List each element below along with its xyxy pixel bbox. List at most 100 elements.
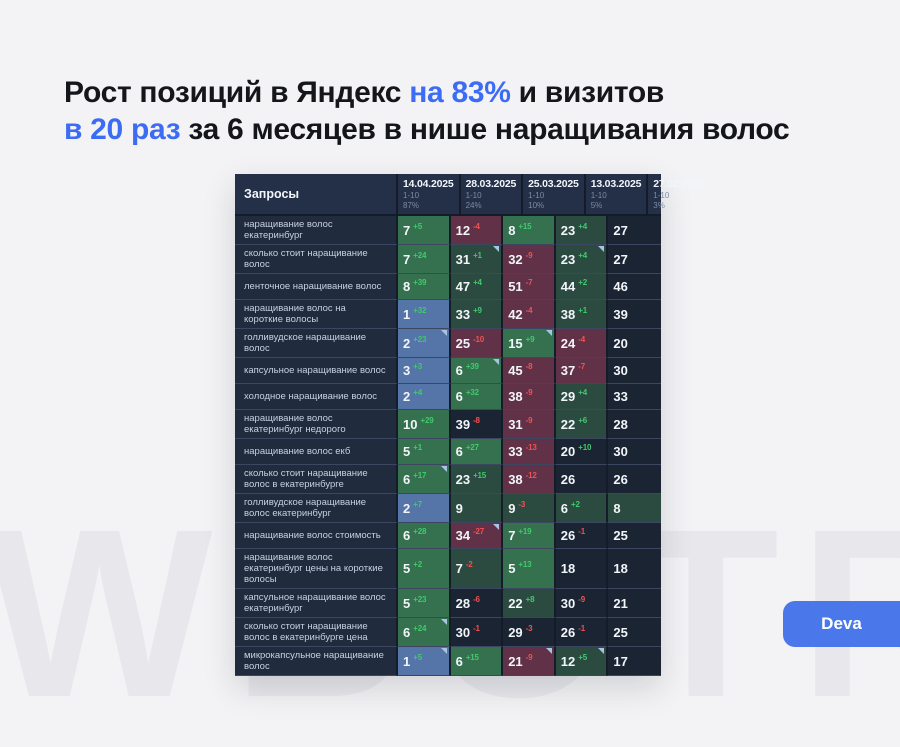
- position-cell[interactable]: 46: [608, 274, 661, 300]
- query-cell[interactable]: наращивание волос на короткие волосы: [235, 300, 398, 329]
- position-cell[interactable]: 32 -9: [503, 245, 556, 274]
- position-cell[interactable]: 17: [608, 647, 661, 676]
- position-cell[interactable]: 27: [608, 216, 661, 245]
- position-cell[interactable]: 42 -4: [503, 300, 556, 329]
- position-cell[interactable]: 39 -8: [450, 410, 504, 439]
- position-cell[interactable]: 30: [608, 439, 661, 465]
- position-cell[interactable]: 6 +39: [450, 358, 504, 384]
- position-cell[interactable]: 26 -1: [555, 523, 609, 549]
- position-cell[interactable]: 23 +4: [555, 216, 609, 245]
- position-cell[interactable]: 21: [608, 589, 661, 618]
- position-cell[interactable]: 6 +28: [398, 523, 451, 549]
- position-cell[interactable]: 6 +27: [450, 439, 504, 465]
- position-cell[interactable]: 38 -12: [503, 465, 556, 494]
- query-cell[interactable]: наращивание волос екб: [235, 439, 398, 465]
- position-cell[interactable]: 51 -7: [503, 274, 556, 300]
- date-column-header[interactable]: 27.02.2025 1-10 3%: [648, 174, 709, 214]
- position-cell[interactable]: 26: [608, 465, 661, 494]
- position-cell[interactable]: 29 +4: [555, 384, 609, 410]
- position-cell[interactable]: 6 +17: [398, 465, 451, 494]
- position-cell[interactable]: 6 +32: [450, 384, 504, 410]
- position-cell[interactable]: 33: [608, 384, 661, 410]
- position-cell[interactable]: 20: [608, 329, 661, 358]
- query-cell[interactable]: сколько стоит наращивание волос: [235, 245, 398, 274]
- position-cell[interactable]: 45 -8: [503, 358, 556, 384]
- position-cell[interactable]: 26: [555, 465, 609, 494]
- query-cell[interactable]: холодное наращивание волос: [235, 384, 398, 410]
- position-cell[interactable]: 37 -7: [555, 358, 609, 384]
- position-cell[interactable]: 30: [608, 358, 661, 384]
- position-cell[interactable]: 7 +19: [503, 523, 556, 549]
- position-cell[interactable]: 6 +24: [398, 618, 451, 647]
- position-cell[interactable]: 23 +4: [555, 245, 609, 274]
- date-column-header[interactable]: 14.04.2025 1-10 87%: [398, 174, 461, 214]
- position-cell[interactable]: 27: [608, 245, 661, 274]
- position-cell[interactable]: 28 -6: [450, 589, 504, 618]
- position-cell[interactable]: 2 +23: [398, 329, 451, 358]
- position-cell[interactable]: 29 -3: [503, 618, 556, 647]
- query-cell[interactable]: капсульное наращивание волос: [235, 358, 398, 384]
- query-cell[interactable]: наращивание волос екатеринбург недорого: [235, 410, 398, 439]
- position-cell[interactable]: 8 +39: [398, 274, 451, 300]
- position-cell[interactable]: 28: [608, 410, 661, 439]
- query-cell[interactable]: микрокапсульное наращивание волос: [235, 647, 398, 676]
- position-cell[interactable]: 8 +15: [503, 216, 556, 245]
- query-cell[interactable]: сколько стоит наращивание волос в екатер…: [235, 465, 398, 494]
- deva-button[interactable]: Deva: [783, 601, 900, 647]
- position-cell[interactable]: 18: [555, 549, 609, 589]
- position-cell[interactable]: 38 +1: [555, 300, 609, 329]
- position-cell[interactable]: 12 +5: [555, 647, 609, 676]
- position-cell[interactable]: 6 +15: [450, 647, 504, 676]
- position-cell[interactable]: 5 +23: [398, 589, 451, 618]
- position-cell[interactable]: 3 +3: [398, 358, 451, 384]
- position-cell[interactable]: 30 -1: [450, 618, 504, 647]
- query-cell[interactable]: голливудское наращивание волос екатеринб…: [235, 494, 398, 523]
- position-cell[interactable]: 7 +24: [398, 245, 451, 274]
- position-cell[interactable]: 25: [608, 523, 661, 549]
- date-column-header[interactable]: 25.03.2025 1-10 10%: [523, 174, 586, 214]
- position-cell[interactable]: 25 -10: [450, 329, 504, 358]
- position-cell[interactable]: 23 +15: [450, 465, 504, 494]
- position-cell[interactable]: 39: [608, 300, 661, 329]
- position-cell[interactable]: 22 +8: [503, 589, 556, 618]
- position-cell[interactable]: 38 -9: [503, 384, 556, 410]
- position-cell[interactable]: 15 +9: [503, 329, 556, 358]
- position-cell[interactable]: 9: [450, 494, 504, 523]
- position-cell[interactable]: 2 +4: [398, 384, 451, 410]
- position-cell[interactable]: 33 +9: [450, 300, 504, 329]
- query-cell[interactable]: сколько стоит наращивание волос в екатер…: [235, 618, 398, 647]
- position-cell[interactable]: 5 +13: [503, 549, 556, 589]
- position-cell[interactable]: 31 -9: [503, 410, 556, 439]
- position-cell[interactable]: 26 -1: [555, 618, 609, 647]
- position-cell[interactable]: 21 -9: [503, 647, 556, 676]
- position-cell[interactable]: 34 -27: [450, 523, 504, 549]
- position-cell[interactable]: 8: [608, 494, 661, 523]
- query-cell[interactable]: наращивание волос екатеринбург: [235, 216, 398, 245]
- position-cell[interactable]: 24 -4: [555, 329, 609, 358]
- position-cell[interactable]: 10 +29: [398, 410, 451, 439]
- position-cell[interactable]: 9 -3: [503, 494, 556, 523]
- date-column-header[interactable]: 13.03.2025 1-10 5%: [586, 174, 649, 214]
- query-cell[interactable]: ленточное наращивание волос: [235, 274, 398, 300]
- position-cell[interactable]: 20 +10: [555, 439, 609, 465]
- position-cell[interactable]: 25: [608, 618, 661, 647]
- position-cell[interactable]: 44 +2: [555, 274, 609, 300]
- position-cell[interactable]: 1 +5: [398, 647, 451, 676]
- position-cell[interactable]: 22 +6: [555, 410, 609, 439]
- position-cell[interactable]: 18: [608, 549, 661, 589]
- position-cell[interactable]: 33 -13: [503, 439, 556, 465]
- position-cell[interactable]: 2 +7: [398, 494, 451, 523]
- query-cell[interactable]: наращивание волос стоимость: [235, 523, 398, 549]
- position-cell[interactable]: 31 +1: [450, 245, 504, 274]
- position-cell[interactable]: 30 -9: [555, 589, 609, 618]
- position-cell[interactable]: 12 -4: [450, 216, 504, 245]
- query-cell[interactable]: капсульное наращивание волос екатеринбур…: [235, 589, 398, 618]
- position-cell[interactable]: 7 -2: [450, 549, 504, 589]
- position-cell[interactable]: 6 +2: [555, 494, 609, 523]
- position-cell[interactable]: 1 +32: [398, 300, 451, 329]
- position-cell[interactable]: 7 +5: [398, 216, 451, 245]
- position-cell[interactable]: 5 +2: [398, 549, 451, 589]
- query-cell[interactable]: наращивание волос екатеринбург цены на к…: [235, 549, 398, 589]
- position-cell[interactable]: 5 +1: [398, 439, 451, 465]
- position-cell[interactable]: 47 +4: [450, 274, 504, 300]
